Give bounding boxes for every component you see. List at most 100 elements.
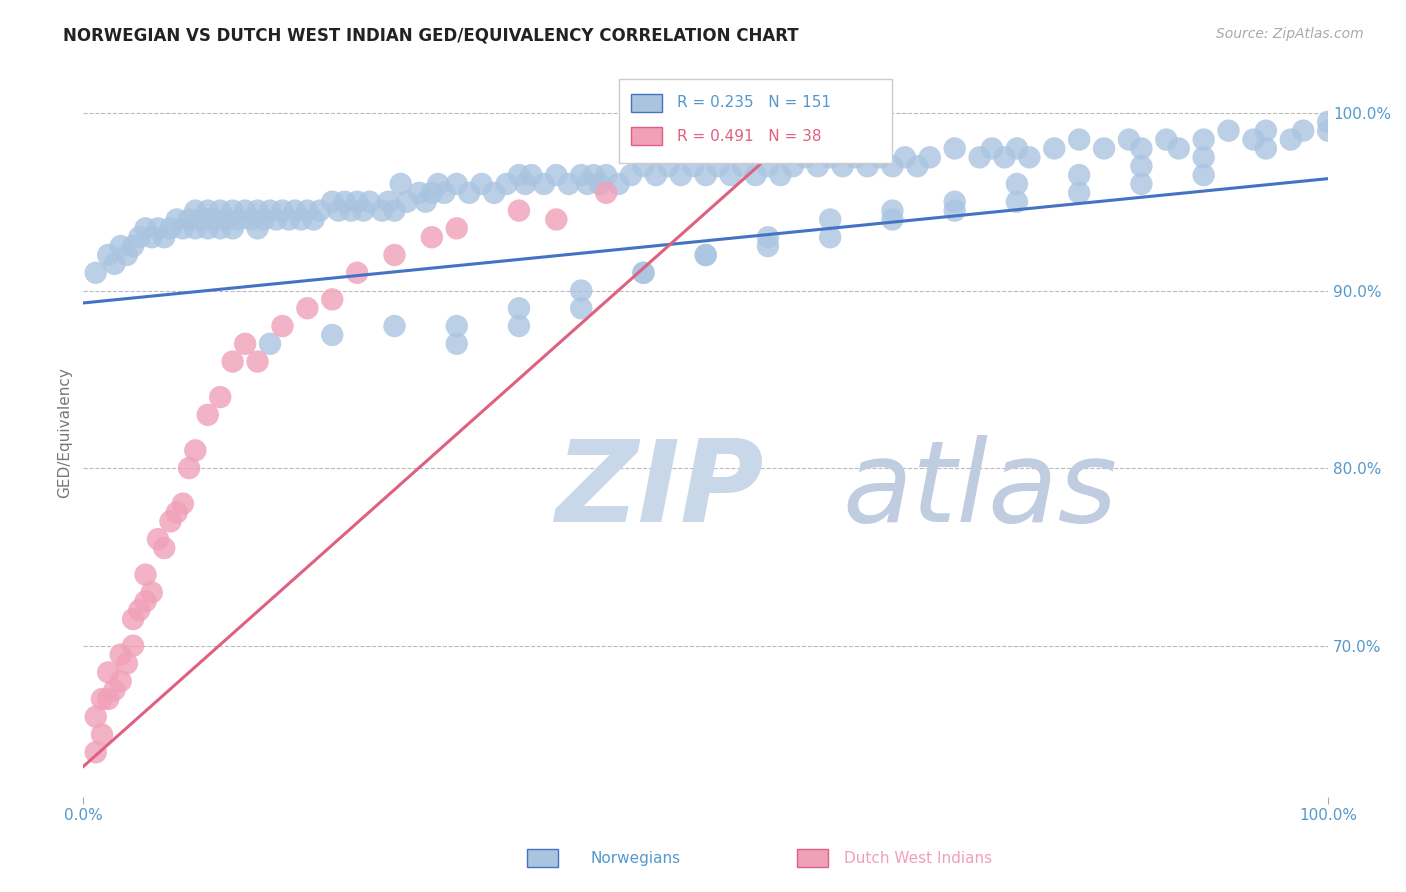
Point bbox=[153, 230, 176, 244]
Point bbox=[259, 203, 281, 218]
Point bbox=[756, 230, 779, 244]
Point bbox=[1069, 132, 1091, 146]
Text: Norwegians: Norwegians bbox=[591, 851, 681, 865]
Point bbox=[141, 585, 163, 599]
Point bbox=[1192, 150, 1215, 164]
Point bbox=[277, 212, 299, 227]
Point bbox=[582, 168, 605, 182]
Point bbox=[1254, 124, 1277, 138]
Point bbox=[384, 248, 406, 262]
Text: Source: ZipAtlas.com: Source: ZipAtlas.com bbox=[1216, 27, 1364, 41]
Point bbox=[103, 257, 125, 271]
Point bbox=[84, 266, 107, 280]
Point bbox=[389, 177, 412, 191]
Point bbox=[346, 194, 368, 209]
Point bbox=[122, 639, 145, 653]
Point bbox=[427, 177, 450, 191]
Point bbox=[756, 159, 779, 173]
Point bbox=[993, 150, 1015, 164]
Point bbox=[595, 168, 617, 182]
Text: Dutch West Indians: Dutch West Indians bbox=[844, 851, 991, 865]
Point bbox=[91, 727, 114, 741]
Text: R = 0.491   N = 38: R = 0.491 N = 38 bbox=[678, 128, 821, 144]
Point bbox=[359, 194, 381, 209]
Point bbox=[1279, 132, 1302, 146]
Point bbox=[818, 212, 841, 227]
Point bbox=[943, 194, 966, 209]
Point bbox=[84, 710, 107, 724]
Point bbox=[228, 212, 250, 227]
Point bbox=[446, 177, 468, 191]
Point bbox=[533, 177, 555, 191]
Point bbox=[221, 221, 243, 235]
Point bbox=[346, 266, 368, 280]
Point bbox=[844, 150, 866, 164]
Point bbox=[209, 221, 232, 235]
Point bbox=[1292, 124, 1315, 138]
FancyBboxPatch shape bbox=[631, 128, 662, 145]
Point bbox=[1317, 115, 1340, 129]
Point bbox=[253, 212, 276, 227]
Point bbox=[831, 159, 853, 173]
Point bbox=[1130, 177, 1153, 191]
Point bbox=[1069, 168, 1091, 182]
Point bbox=[159, 221, 181, 235]
Point bbox=[508, 319, 530, 334]
Point bbox=[508, 301, 530, 316]
Point bbox=[794, 150, 817, 164]
FancyBboxPatch shape bbox=[619, 79, 893, 163]
Point bbox=[981, 141, 1004, 155]
Point bbox=[384, 203, 406, 218]
Point bbox=[321, 194, 343, 209]
Point bbox=[197, 408, 219, 422]
Point bbox=[159, 515, 181, 529]
Point bbox=[146, 221, 169, 235]
Point bbox=[371, 203, 394, 218]
Point bbox=[433, 186, 456, 200]
Point bbox=[669, 168, 692, 182]
Point bbox=[302, 212, 325, 227]
Point bbox=[1130, 141, 1153, 155]
Point bbox=[769, 168, 792, 182]
Point bbox=[221, 354, 243, 368]
Point bbox=[333, 194, 356, 209]
Point bbox=[172, 497, 194, 511]
Point bbox=[352, 203, 374, 218]
Point bbox=[1118, 132, 1140, 146]
Point bbox=[308, 203, 330, 218]
Point bbox=[377, 194, 399, 209]
Point bbox=[91, 692, 114, 706]
Point bbox=[508, 168, 530, 182]
Point bbox=[184, 443, 207, 458]
Point bbox=[97, 248, 120, 262]
Point bbox=[818, 230, 841, 244]
Point bbox=[1130, 159, 1153, 173]
Point bbox=[177, 212, 200, 227]
Point bbox=[1092, 141, 1115, 155]
Point bbox=[297, 301, 319, 316]
Point bbox=[558, 177, 581, 191]
Point bbox=[943, 141, 966, 155]
Point bbox=[146, 532, 169, 546]
Point bbox=[471, 177, 494, 191]
Point bbox=[420, 186, 443, 200]
Y-axis label: GED/Equivalency: GED/Equivalency bbox=[58, 368, 72, 498]
Point bbox=[1167, 141, 1189, 155]
Point bbox=[97, 692, 120, 706]
Point bbox=[233, 203, 256, 218]
Point bbox=[271, 203, 294, 218]
Point bbox=[1317, 124, 1340, 138]
Point bbox=[197, 221, 219, 235]
Point bbox=[209, 390, 232, 404]
Point bbox=[209, 203, 232, 218]
Point bbox=[807, 159, 830, 173]
Point bbox=[184, 221, 207, 235]
Point bbox=[1241, 132, 1264, 146]
Point bbox=[153, 541, 176, 555]
FancyBboxPatch shape bbox=[631, 94, 662, 112]
Point bbox=[233, 336, 256, 351]
Point bbox=[520, 168, 543, 182]
Point bbox=[122, 612, 145, 626]
Point bbox=[756, 239, 779, 253]
Point bbox=[657, 159, 679, 173]
